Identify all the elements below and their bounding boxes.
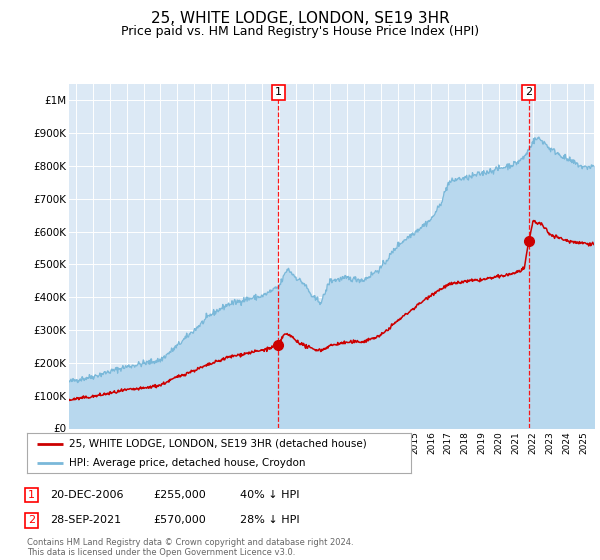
Text: 20-DEC-2006: 20-DEC-2006 <box>50 490 124 500</box>
Text: 2: 2 <box>28 515 35 525</box>
Text: HPI: Average price, detached house, Croydon: HPI: Average price, detached house, Croy… <box>69 458 306 468</box>
Text: Contains HM Land Registry data © Crown copyright and database right 2024.
This d: Contains HM Land Registry data © Crown c… <box>27 538 353 557</box>
Text: £570,000: £570,000 <box>153 515 206 525</box>
Text: 25, WHITE LODGE, LONDON, SE19 3HR (detached house): 25, WHITE LODGE, LONDON, SE19 3HR (detac… <box>69 439 367 449</box>
Text: 1: 1 <box>28 490 35 500</box>
Text: 25, WHITE LODGE, LONDON, SE19 3HR: 25, WHITE LODGE, LONDON, SE19 3HR <box>151 11 449 26</box>
Text: 28% ↓ HPI: 28% ↓ HPI <box>240 515 299 525</box>
Text: 40% ↓ HPI: 40% ↓ HPI <box>240 490 299 500</box>
Text: £255,000: £255,000 <box>153 490 206 500</box>
Text: 28-SEP-2021: 28-SEP-2021 <box>50 515 121 525</box>
Text: 1: 1 <box>275 87 282 97</box>
Text: 2: 2 <box>525 87 532 97</box>
Text: Price paid vs. HM Land Registry's House Price Index (HPI): Price paid vs. HM Land Registry's House … <box>121 25 479 38</box>
